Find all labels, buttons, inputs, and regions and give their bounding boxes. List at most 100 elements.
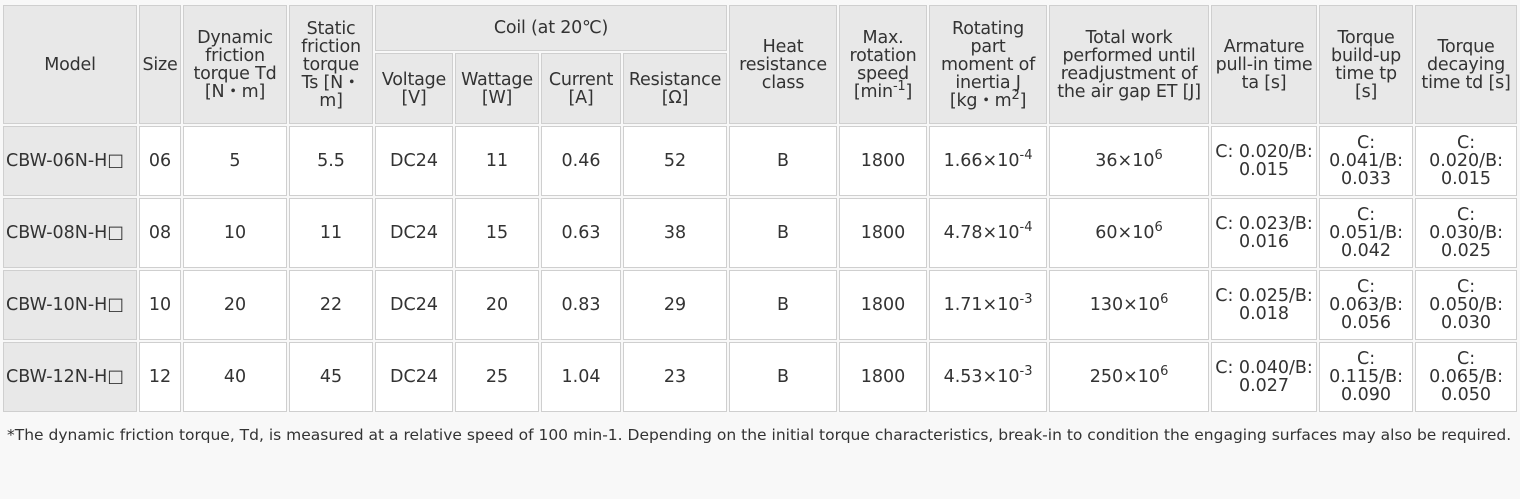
text: Rotating part moment of inertia J [kg・m [940, 18, 1036, 111]
header-cell: Armature pull-in time ta [s] [1211, 5, 1318, 124]
header-cell: Voltage [V] [375, 53, 453, 124]
table-cell: 0.46 [541, 126, 621, 196]
text: Coil (at 20℃) [493, 18, 609, 38]
table-cell: 60×106 [1049, 198, 1210, 268]
text: 36×10 [1095, 151, 1155, 171]
table-cell: 22 [289, 270, 373, 340]
header-cell: Static friction torque Ts [N・m] [289, 5, 373, 124]
table-head: Model Size Dynamic friction torque Td [N・m… [3, 5, 1518, 124]
model-cell: CBW-10N-H□ [3, 270, 137, 340]
table-cell: 23 [623, 342, 728, 412]
table-cell: 5.5 [289, 126, 373, 196]
table-cell: B [729, 342, 838, 412]
header-cell: Total work performed until readjustment … [1049, 5, 1210, 124]
footnote: *The dynamic friction torque, Td, is mea… [7, 426, 1512, 444]
model-cell: CBW-12N-H□ [3, 342, 137, 412]
table-cell: 15 [455, 198, 539, 268]
table-cell: C: 0.065/B: 0.050 [1415, 342, 1518, 412]
superscript: 6 [1160, 364, 1169, 380]
table-cell: 1800 [839, 198, 928, 268]
table-cell: 12 [139, 342, 181, 412]
table-row: CBW-10N-H□ 10 20 22 DC24 20 0.83 29 B 1800 1.71×10… [3, 270, 1518, 340]
superscript: -3 [1019, 292, 1033, 308]
table-cell: C: 0.050/B: 0.030 [1415, 270, 1518, 340]
superscript: 6 [1154, 148, 1163, 164]
table-cell: 10 [183, 198, 287, 268]
table-cell: DC24 [375, 270, 453, 340]
table-cell: 11 [289, 198, 373, 268]
header-cell: Dynamic friction torque Td [N・m] [183, 5, 287, 124]
table-cell: 5 [183, 126, 287, 196]
header-cell: Torque decaying time td [s] [1415, 5, 1518, 124]
table-cell: 20 [455, 270, 539, 340]
table-cell: 1.04 [541, 342, 621, 412]
superscript: 6 [1160, 292, 1169, 308]
table-cell: 1800 [839, 126, 928, 196]
table-cell: 06 [139, 126, 181, 196]
header-cell: Current [A] [541, 53, 621, 124]
table-cell: DC24 [375, 198, 453, 268]
table-cell: C: 0.030/B: 0.025 [1415, 198, 1518, 268]
text: Armature pull-in time ta [s] [1215, 36, 1313, 93]
table-cell: 40 [183, 342, 287, 412]
table-cell: 0.83 [541, 270, 621, 340]
text: Model [44, 54, 96, 75]
superscript: -3 [1019, 364, 1033, 380]
table-cell: 29 [623, 270, 728, 340]
model-cell: CBW-08N-H□ [3, 198, 137, 268]
table-wrap: Model Size Dynamic friction torque Td [N・m… [1, 3, 1519, 414]
table-cell: 36×106 [1049, 126, 1210, 196]
superscript: 2 [1011, 87, 1020, 103]
table-cell: 20 [183, 270, 287, 340]
table-cell: DC24 [375, 342, 453, 412]
superscript: -1 [892, 78, 906, 94]
table-cell: 1.71×10-3 [929, 270, 1048, 340]
header-cell: Torque build-up time tp [s] [1319, 5, 1414, 124]
table-cell: B [729, 270, 838, 340]
table-cell: 0.63 [541, 198, 621, 268]
table-row: CBW-12N-H□ 12 40 45 DC24 25 1.04 23 B 1800 4.53×10… [3, 342, 1518, 412]
table-cell: 38 [623, 198, 728, 268]
text: Total work performed until readjustment … [1057, 27, 1201, 102]
table-cell: C: 0.041/B: 0.033 [1319, 126, 1414, 196]
table-cell: 25 [455, 342, 539, 412]
table-cell: 08 [139, 198, 181, 268]
table-cell: 130×106 [1049, 270, 1210, 340]
table-cell: 45 [289, 342, 373, 412]
text: Max. rotation speed [min [849, 27, 917, 102]
table-row: CBW-06N-H□ 06 5 5.5 DC24 11 0.46 52 B 1800 1.66×10… [3, 126, 1518, 196]
text: 130×10 [1089, 295, 1161, 315]
header-cell: Size [139, 5, 181, 124]
table-cell: 250×106 [1049, 342, 1210, 412]
text: Heat resistance class [739, 36, 827, 93]
table-cell: 1800 [839, 342, 928, 412]
table-cell: 52 [623, 126, 728, 196]
table-cell: DC24 [375, 126, 453, 196]
header-cell: Heat resistance class [729, 5, 838, 124]
table-cell: C: 0.063/B: 0.056 [1319, 270, 1414, 340]
table-cell: 1.66×10-4 [929, 126, 1048, 196]
header-row: Model Size Dynamic friction torque Td [N・m… [3, 5, 1518, 124]
table-cell: C: 0.025/B: 0.018 [1211, 270, 1318, 340]
table-cell: 4.78×10-4 [929, 198, 1048, 268]
table-cell: 10 [139, 270, 181, 340]
text: ] [1019, 90, 1027, 111]
text: 250×10 [1089, 367, 1161, 387]
table-cell: C: 0.020/B: 0.015 [1211, 126, 1318, 196]
text: ] [905, 81, 913, 102]
header-cell: Wattage [W] [455, 53, 539, 124]
text: Torque build-up time tp [s] [1331, 27, 1401, 102]
header-cell: Coil (at 20℃) [375, 5, 728, 51]
header-row: Voltage [V] Wattage [W] Current [A] Resista… [3, 53, 1517, 124]
table-body: CBW-06N-H□ 06 5 5.5 DC24 11 0.46 52 B 1800 1.66×10… [3, 126, 1518, 412]
text: 1.71×10 [943, 295, 1020, 315]
text: Resistance [Ω] [628, 69, 722, 108]
table-cell: C: 0.023/B: 0.016 [1211, 198, 1318, 268]
spec-table: Model Size Dynamic friction torque Td [N・m… [1, 3, 1519, 414]
text: 4.53×10 [943, 367, 1020, 387]
table-cell: 1800 [839, 270, 928, 340]
table-cell: C: 0.115/B: 0.090 [1319, 342, 1414, 412]
text: Wattage [W] [461, 69, 533, 108]
table-row: CBW-08N-H□ 08 10 11 DC24 15 0.63 38 B 1800 4.78×10… [3, 198, 1518, 268]
